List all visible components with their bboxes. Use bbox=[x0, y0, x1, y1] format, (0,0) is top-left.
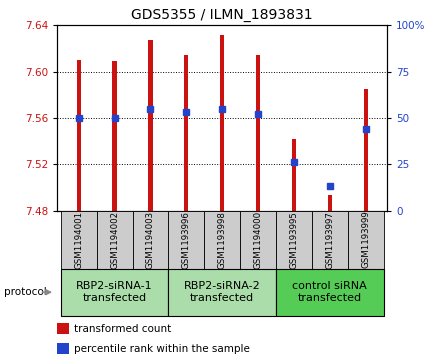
Text: GSM1194001: GSM1194001 bbox=[74, 211, 83, 269]
Bar bbox=[57, 323, 69, 334]
Text: GSM1194002: GSM1194002 bbox=[110, 211, 119, 269]
Text: transformed count: transformed count bbox=[74, 324, 171, 334]
Bar bbox=[61, 269, 169, 316]
Text: GSM1194003: GSM1194003 bbox=[146, 211, 155, 269]
Text: RBP2-siRNA-1
transfected: RBP2-siRNA-1 transfected bbox=[76, 281, 153, 303]
Text: GSM1193998: GSM1193998 bbox=[218, 211, 227, 269]
Text: GSM1194000: GSM1194000 bbox=[253, 211, 263, 269]
Text: GSM1193999: GSM1193999 bbox=[361, 211, 370, 269]
Text: RBP2-siRNA-2
transfected: RBP2-siRNA-2 transfected bbox=[184, 281, 260, 303]
Bar bbox=[240, 211, 276, 269]
Bar bbox=[169, 211, 204, 269]
Bar bbox=[276, 211, 312, 269]
Bar bbox=[312, 211, 348, 269]
Bar bbox=[61, 211, 97, 269]
Bar bbox=[348, 211, 384, 269]
Bar bbox=[363, 89, 368, 211]
Bar bbox=[57, 343, 69, 354]
Bar bbox=[184, 56, 188, 211]
Bar bbox=[276, 269, 384, 316]
Bar bbox=[148, 40, 153, 211]
Text: GSM1193997: GSM1193997 bbox=[325, 211, 334, 269]
Bar bbox=[169, 269, 276, 316]
Text: GSM1193995: GSM1193995 bbox=[290, 211, 298, 269]
Bar bbox=[77, 60, 81, 211]
Bar bbox=[132, 211, 169, 269]
Bar bbox=[292, 139, 296, 211]
Text: control siRNA
transfected: control siRNA transfected bbox=[293, 281, 367, 303]
Text: GSM1193996: GSM1193996 bbox=[182, 211, 191, 269]
Bar bbox=[256, 56, 260, 211]
Bar bbox=[328, 196, 332, 211]
Text: percentile rank within the sample: percentile rank within the sample bbox=[74, 344, 249, 354]
Bar bbox=[220, 35, 224, 211]
Bar bbox=[204, 211, 240, 269]
Title: GDS5355 / ILMN_1893831: GDS5355 / ILMN_1893831 bbox=[132, 8, 313, 22]
Text: protocol: protocol bbox=[4, 287, 47, 297]
Bar bbox=[97, 211, 132, 269]
Bar bbox=[113, 61, 117, 211]
